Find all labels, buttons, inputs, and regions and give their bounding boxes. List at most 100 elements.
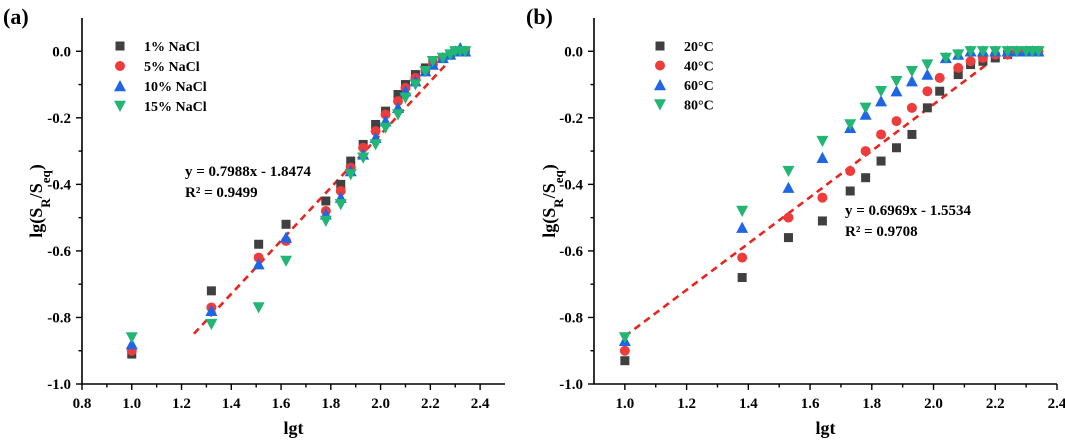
data-point [370, 126, 381, 137]
y-tick-label: -0.2 [47, 111, 71, 127]
data-point [989, 46, 1002, 58]
data-point [281, 219, 291, 229]
data-point [334, 199, 347, 211]
data-point [371, 119, 381, 129]
data-point [619, 345, 630, 356]
legend-marker [655, 41, 665, 51]
data-point [891, 143, 901, 153]
legend-marker [655, 60, 665, 71]
data-point [845, 186, 855, 196]
x-tick-label: 2.4 [471, 396, 490, 412]
legend-entry: 20°C [655, 40, 714, 55]
legend-entry: 10% NaCl [114, 80, 207, 95]
data-point [891, 116, 902, 127]
data-point [921, 68, 934, 80]
legend-marker [115, 41, 125, 51]
data-point [736, 205, 749, 217]
data-point [844, 119, 857, 131]
legend-label: 1% NaCl [144, 40, 200, 55]
data-point [319, 215, 332, 227]
panel-label: (b) [526, 4, 553, 29]
data-point [876, 129, 887, 140]
data-point [206, 286, 216, 296]
data-point [906, 102, 917, 113]
x-tick-label: 2.4 [1048, 396, 1065, 412]
legend-entry: 40°C [655, 60, 714, 75]
data-point [205, 318, 218, 331]
data-point [254, 239, 264, 249]
x-axis-title: lgt [284, 418, 304, 438]
data-point [399, 92, 412, 104]
x-tick-label: 1.6 [801, 396, 820, 412]
legend-label: 5% NaCl [144, 60, 200, 75]
data-point [392, 109, 405, 121]
data-point [280, 231, 293, 243]
data-point [860, 146, 871, 157]
data-point [953, 70, 963, 80]
data-point [393, 90, 403, 100]
y-tick-label: -0.2 [559, 111, 583, 127]
y-tick-label: -0.4 [47, 177, 71, 193]
data-point [859, 102, 872, 114]
data-point [921, 59, 934, 71]
x-tick-label: 1.2 [172, 396, 191, 412]
legend-entry: 60°C [654, 79, 714, 94]
data-point [125, 332, 138, 344]
x-tick-label: 1.8 [862, 396, 881, 412]
y-tick-label: -1.0 [559, 377, 583, 393]
y-axis-title: lg(SR/Seq) [26, 164, 53, 237]
legend-marker [114, 100, 126, 112]
data-point [335, 186, 346, 197]
data-point [905, 75, 918, 87]
data-point [876, 156, 886, 166]
data-point [321, 196, 331, 206]
data-point [816, 151, 829, 163]
data-point [357, 152, 370, 164]
data-point [436, 52, 449, 64]
data-point [252, 258, 265, 270]
data-point [922, 86, 933, 97]
data-point [953, 62, 964, 73]
legend-marker [115, 61, 125, 71]
data-point [346, 156, 356, 166]
legend-entry: 5% NaCl [115, 60, 200, 75]
data-point [344, 169, 357, 181]
data-point [737, 252, 748, 263]
data-point [426, 56, 439, 68]
x-tick-label: 2.2 [986, 396, 1005, 412]
r-squared: R² = 0.9499 [185, 185, 258, 201]
data-point [817, 216, 827, 226]
panel-a: (a) 0.8 1.0 1.2 1.4 1.6 1.8 2.0 2.2 2.4 -1.0 -0.8 -0… [3, 4, 505, 438]
series-triangle-down [618, 46, 1045, 344]
y-tick-label: 0.0 [52, 44, 71, 60]
data-point [845, 166, 856, 177]
legend-label: 20°C [684, 40, 714, 55]
data-point [459, 46, 472, 58]
x-tick-label: 1.0 [615, 396, 634, 412]
legend-label: 10% NaCl [144, 80, 207, 95]
data-point [935, 86, 945, 96]
x-tick-label: 0.8 [73, 396, 92, 412]
data-point [419, 66, 432, 78]
y-tick-label: 0.0 [564, 44, 583, 60]
y-axis-title: lg(SR/Seq) [539, 164, 566, 237]
legend-entry: 15% NaCl [114, 100, 207, 115]
data-point [380, 109, 391, 120]
data-point [952, 49, 965, 61]
data-point [736, 221, 749, 233]
legend-label: 80°C [684, 99, 714, 114]
data-point [905, 66, 918, 78]
data-point [783, 233, 793, 243]
x-tick-label: 1.6 [272, 396, 291, 412]
x-tick-label: 1.8 [321, 396, 340, 412]
data-point [976, 46, 989, 58]
data-point [783, 212, 794, 223]
fit-equation: y = 0.7988x - 1.8474 [185, 164, 312, 180]
data-point [859, 108, 872, 120]
y-tick-label: -0.8 [559, 310, 583, 326]
y-tick-label: -0.8 [47, 310, 71, 326]
legend-marker [654, 99, 666, 111]
data-point [816, 135, 829, 148]
x-tick-label: 2.2 [421, 396, 440, 412]
legend-marker [114, 80, 126, 92]
